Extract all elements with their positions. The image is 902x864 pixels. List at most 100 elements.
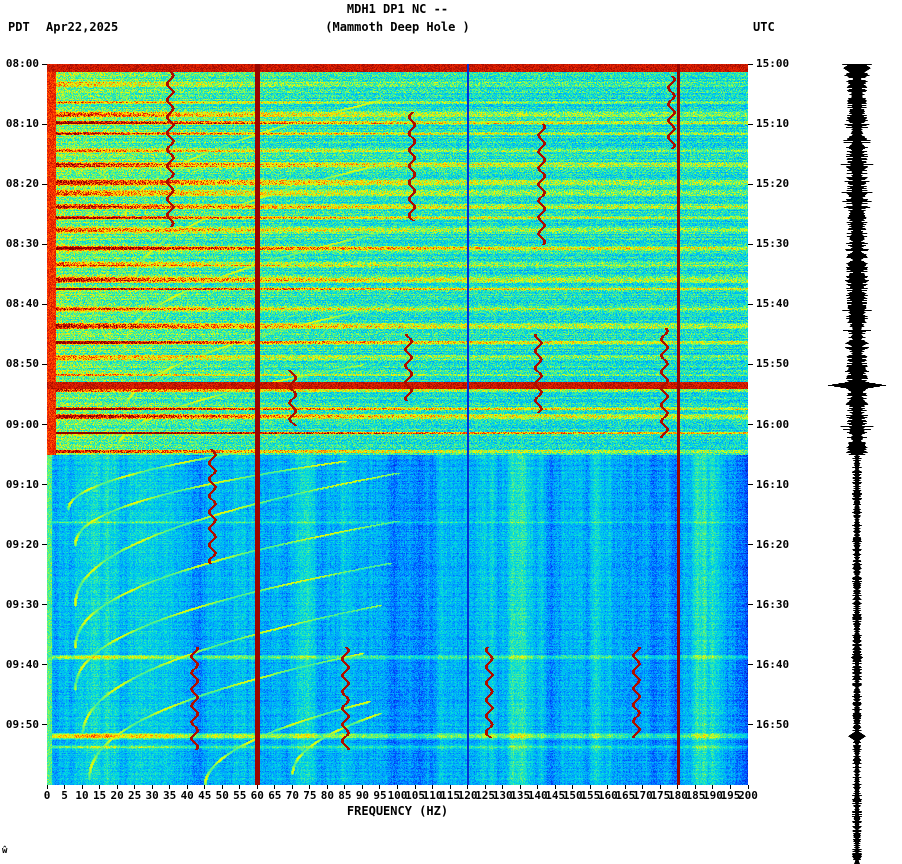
x-axis-tick [361, 785, 363, 789]
seismogram-trace-canvas [825, 64, 889, 864]
right-axis-tick [748, 183, 753, 185]
left-time-label: 08:30 [5, 237, 39, 251]
x-tick-label: 200 [738, 789, 758, 802]
x-axis-tick [729, 785, 731, 789]
left-time-label: 08:50 [5, 357, 39, 371]
x-tick-label: 135 [510, 789, 531, 802]
x-axis-tick [712, 785, 714, 789]
x-axis-tick [432, 785, 434, 789]
left-axis-tick [42, 63, 47, 65]
right-time-label: 15:00 [756, 57, 790, 70]
corner-glyph: ŵ [2, 846, 8, 856]
x-tick-label: 20 [110, 789, 124, 802]
right-axis-tick [748, 363, 753, 365]
x-axis-title: FREQUENCY (HZ) [346, 804, 449, 818]
x-tick-label: 140 [527, 789, 548, 802]
x-axis-tick [484, 785, 486, 789]
station-subtitle: (Mammoth Deep Hole ) [325, 20, 470, 34]
left-time-label: 09:10 [5, 477, 39, 491]
x-axis-tick [607, 785, 609, 789]
x-axis-tick [204, 785, 206, 789]
x-axis-tick [256, 785, 258, 789]
left-axis-tick [42, 664, 47, 666]
x-axis-tick [221, 785, 223, 789]
x-tick-label: 55 [233, 789, 247, 802]
x-tick-label: 100 [387, 789, 408, 802]
right-time-label: 15:50 [756, 357, 790, 371]
x-axis-tick [151, 785, 153, 789]
left-axis-tick [42, 484, 47, 486]
left-time-label: 08:00 [5, 57, 39, 70]
right-axis-tick [748, 604, 753, 606]
right-time-label: 16:20 [756, 537, 790, 551]
right-axis-tick [748, 484, 753, 486]
x-tick-label: 35 [163, 789, 177, 802]
right-axis-tick [748, 664, 753, 666]
x-tick-label: 150 [562, 789, 583, 802]
x-tick-label: 70 [285, 789, 299, 802]
left-axis-tick [42, 363, 47, 365]
left-time-label: 09:50 [5, 717, 39, 731]
right-axis-tick [748, 424, 753, 425]
left-time-label: 09:20 [5, 537, 39, 551]
x-axis-tick [379, 785, 381, 789]
right-time-label: 16:10 [756, 477, 790, 491]
x-axis-tick [449, 785, 451, 789]
left-time-label: 08:20 [5, 177, 39, 191]
x-axis-tick [467, 785, 469, 789]
x-axis-tick [134, 785, 136, 789]
x-axis-tick [554, 785, 556, 789]
x-tick-label: 145 [545, 789, 566, 802]
x-axis-tick [291, 785, 293, 789]
left-time-label: 08:10 [5, 117, 39, 131]
x-axis-tick [46, 785, 48, 789]
x-axis-tick [81, 785, 83, 789]
left-axis-tick [42, 544, 47, 546]
x-axis-tick [747, 785, 749, 789]
left-axis-tick [42, 123, 47, 125]
right-axis-tick [748, 303, 753, 305]
x-axis-tick [169, 785, 171, 789]
left-time-label: 09:30 [5, 597, 39, 611]
right-axis-tick [748, 123, 753, 125]
right-time-label: 15:30 [756, 237, 790, 251]
x-axis-tick [537, 785, 539, 789]
x-tick-label: 130 [492, 789, 513, 802]
x-axis-tick [677, 785, 679, 789]
left-time-label: 09:40 [5, 657, 39, 671]
x-tick-label: 75 [303, 789, 317, 802]
right-axis-tick [748, 544, 753, 546]
x-axis-tick [659, 785, 661, 789]
x-axis-tick [99, 785, 101, 789]
x-tick-label: 45 [198, 789, 212, 802]
x-tick-label: 165 [615, 789, 636, 802]
right-axis-tick [748, 243, 753, 245]
right-time-label: 16:40 [756, 657, 790, 671]
x-axis-tick [642, 785, 644, 789]
left-time-label: 09:00 [5, 417, 39, 431]
x-tick-label: 60 [250, 789, 264, 802]
right-axis-tick [748, 724, 753, 726]
x-tick-label: 5 [61, 789, 68, 802]
x-tick-label: 40 [180, 789, 194, 802]
left-timezone-label: PDT [8, 20, 30, 34]
x-axis-tick [239, 785, 241, 789]
x-tick-label: 90 [355, 789, 370, 802]
x-axis-tick [572, 785, 574, 789]
x-tick-label: 180 [667, 789, 688, 802]
x-tick-label: 115 [440, 789, 460, 802]
left-axis-tick [42, 724, 47, 726]
x-axis-tick [274, 785, 276, 789]
x-axis-tick [344, 785, 346, 789]
left-axis-tick [42, 424, 47, 425]
x-tick-label: 110 [422, 789, 443, 802]
x-axis-tick [624, 785, 626, 789]
x-tick-label: 105 [405, 789, 425, 802]
x-tick-label: 175 [650, 789, 671, 802]
right-time-label: 16:30 [756, 597, 790, 611]
x-axis-tick [326, 785, 328, 789]
date-label: Apr22,2025 [46, 20, 119, 34]
left-time-label: 08:40 [5, 297, 39, 311]
x-tick-label: 65 [268, 789, 282, 802]
